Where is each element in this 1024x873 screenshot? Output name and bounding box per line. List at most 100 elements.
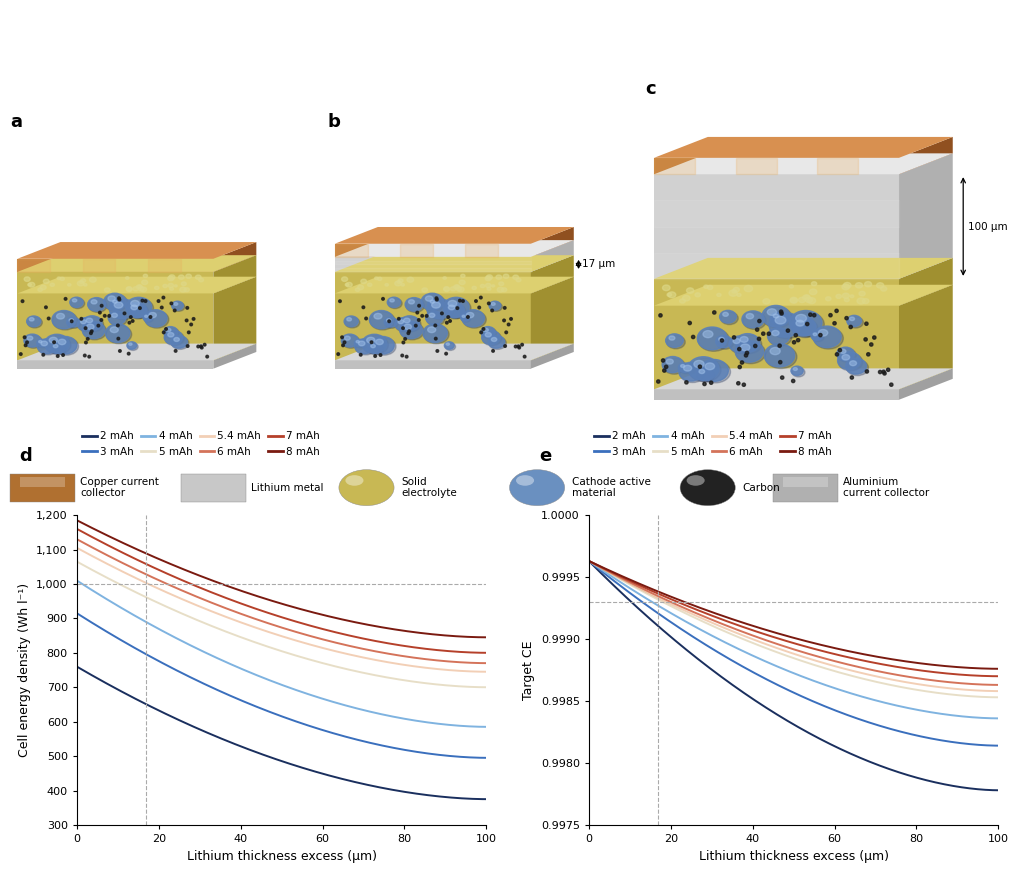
Ellipse shape xyxy=(128,343,138,350)
Ellipse shape xyxy=(401,284,404,286)
Circle shape xyxy=(758,337,761,340)
Polygon shape xyxy=(530,344,573,368)
Ellipse shape xyxy=(112,313,118,318)
FancyBboxPatch shape xyxy=(335,244,530,257)
Ellipse shape xyxy=(489,301,501,310)
Ellipse shape xyxy=(698,328,729,351)
Ellipse shape xyxy=(395,281,401,285)
Ellipse shape xyxy=(443,277,446,279)
Circle shape xyxy=(779,310,782,313)
Polygon shape xyxy=(213,242,256,272)
Ellipse shape xyxy=(56,313,65,319)
Ellipse shape xyxy=(425,296,433,301)
Ellipse shape xyxy=(399,316,420,331)
Circle shape xyxy=(479,296,482,299)
Ellipse shape xyxy=(818,329,827,336)
Ellipse shape xyxy=(857,298,865,304)
Circle shape xyxy=(388,320,390,322)
Ellipse shape xyxy=(765,346,797,368)
Circle shape xyxy=(665,365,668,368)
Ellipse shape xyxy=(43,279,49,284)
Circle shape xyxy=(84,327,87,329)
FancyBboxPatch shape xyxy=(773,474,838,502)
Circle shape xyxy=(85,341,87,344)
Ellipse shape xyxy=(744,285,753,292)
Ellipse shape xyxy=(793,368,805,377)
Ellipse shape xyxy=(170,287,173,290)
Circle shape xyxy=(685,381,688,384)
Ellipse shape xyxy=(368,343,382,354)
Circle shape xyxy=(521,343,523,346)
Ellipse shape xyxy=(57,277,60,279)
Ellipse shape xyxy=(369,344,383,354)
X-axis label: Lithium thickness excess (μm): Lithium thickness excess (μm) xyxy=(698,849,889,863)
Circle shape xyxy=(425,314,428,317)
Circle shape xyxy=(754,344,757,347)
Ellipse shape xyxy=(27,316,41,327)
Ellipse shape xyxy=(516,278,521,282)
Ellipse shape xyxy=(112,299,125,310)
Ellipse shape xyxy=(449,305,455,310)
Circle shape xyxy=(849,326,852,328)
Polygon shape xyxy=(654,285,952,306)
Ellipse shape xyxy=(730,338,753,354)
Ellipse shape xyxy=(354,340,364,347)
Ellipse shape xyxy=(426,311,443,325)
Ellipse shape xyxy=(696,369,715,382)
Circle shape xyxy=(510,318,512,320)
Ellipse shape xyxy=(487,287,490,290)
Circle shape xyxy=(435,297,438,299)
Ellipse shape xyxy=(60,278,65,280)
Ellipse shape xyxy=(87,324,94,329)
Ellipse shape xyxy=(516,475,535,485)
Ellipse shape xyxy=(370,312,395,330)
Ellipse shape xyxy=(346,282,352,287)
Circle shape xyxy=(47,317,50,320)
Text: Solid
electrolyte: Solid electrolyte xyxy=(401,477,458,498)
Ellipse shape xyxy=(141,280,147,285)
Circle shape xyxy=(742,383,745,387)
Circle shape xyxy=(187,331,190,333)
Ellipse shape xyxy=(81,278,86,283)
Ellipse shape xyxy=(54,336,77,354)
Circle shape xyxy=(421,314,424,317)
Circle shape xyxy=(434,337,437,340)
Circle shape xyxy=(341,336,343,339)
Ellipse shape xyxy=(138,286,144,291)
Text: Carbon: Carbon xyxy=(742,483,780,492)
Ellipse shape xyxy=(84,284,87,286)
Ellipse shape xyxy=(358,341,365,346)
Ellipse shape xyxy=(39,340,42,343)
Circle shape xyxy=(129,316,132,319)
Circle shape xyxy=(456,306,459,309)
Ellipse shape xyxy=(163,285,167,288)
Circle shape xyxy=(819,333,822,337)
Ellipse shape xyxy=(791,366,803,375)
Circle shape xyxy=(19,353,23,355)
Ellipse shape xyxy=(53,345,58,347)
FancyBboxPatch shape xyxy=(654,158,899,175)
Ellipse shape xyxy=(50,283,54,286)
Ellipse shape xyxy=(115,302,123,308)
FancyBboxPatch shape xyxy=(17,258,213,272)
Ellipse shape xyxy=(811,282,817,285)
Circle shape xyxy=(193,318,195,320)
Ellipse shape xyxy=(38,340,48,348)
Ellipse shape xyxy=(361,334,387,353)
Circle shape xyxy=(445,321,449,324)
Circle shape xyxy=(401,354,403,357)
FancyBboxPatch shape xyxy=(20,477,66,487)
Ellipse shape xyxy=(355,340,366,348)
Circle shape xyxy=(758,320,761,323)
Circle shape xyxy=(53,341,55,344)
Ellipse shape xyxy=(732,290,736,293)
Text: Aluminium
current collector: Aluminium current collector xyxy=(843,477,930,498)
Ellipse shape xyxy=(104,288,110,292)
Circle shape xyxy=(806,322,809,326)
Ellipse shape xyxy=(111,327,119,333)
Polygon shape xyxy=(530,227,573,257)
Circle shape xyxy=(408,332,410,334)
Ellipse shape xyxy=(812,333,824,341)
Ellipse shape xyxy=(461,274,465,278)
Circle shape xyxy=(206,355,209,358)
